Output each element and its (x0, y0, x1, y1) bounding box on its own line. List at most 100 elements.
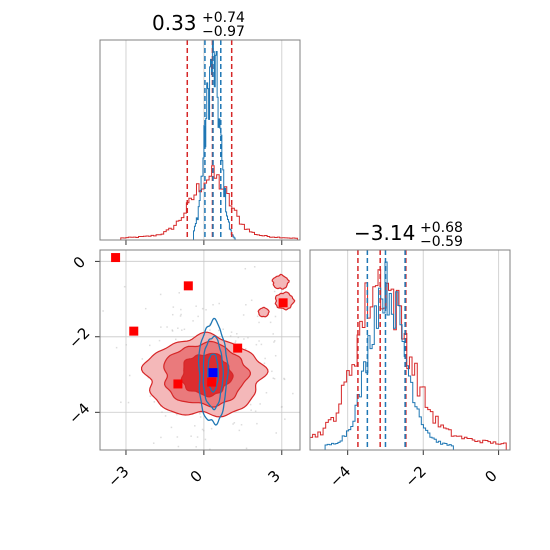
scatter-point (127, 401, 130, 404)
scatter-point (263, 362, 266, 365)
marker-red (183, 281, 193, 291)
scatter-point (249, 403, 252, 406)
scatter-point (302, 356, 304, 358)
scatter-point (273, 341, 275, 343)
scatter-point (303, 309, 305, 311)
scatter-point (177, 327, 179, 329)
scatter-point (240, 423, 243, 426)
scatter-point (180, 313, 182, 316)
scatter-point (272, 333, 274, 335)
scatter-point (102, 310, 104, 312)
scatter-point (283, 377, 285, 380)
scatter-point (141, 358, 144, 360)
scatter-point (254, 410, 257, 413)
scatter-point (256, 315, 259, 318)
scatter-point (232, 423, 234, 425)
scatter-point (212, 304, 214, 306)
scatter-point (209, 323, 211, 326)
scatter-point (244, 267, 247, 270)
scatter-point (222, 328, 224, 331)
marker-blue (208, 368, 218, 378)
scatter-point (220, 457, 222, 459)
scatter-point (190, 435, 192, 437)
scatter-point (234, 340, 237, 342)
scatter-point (176, 436, 179, 438)
scatter-point (171, 313, 174, 316)
scatter-point (275, 432, 277, 434)
marker-red (207, 377, 217, 387)
scatter-point (255, 343, 258, 346)
scatter-point (284, 418, 286, 420)
scatter-point (115, 346, 118, 349)
scatter-point (203, 429, 205, 432)
contour-blue-inner (207, 353, 219, 393)
marker-red (173, 379, 183, 389)
scatter-point (175, 338, 177, 341)
scatter-point (245, 304, 247, 306)
panel-frame (99, 39, 301, 241)
histogram-param2-blue (324, 261, 454, 450)
scatter-point (274, 354, 277, 357)
scatter-point (179, 315, 182, 317)
panel-frame (99, 249, 301, 451)
tick-label-y: −2 (65, 324, 93, 352)
scatter-point (164, 415, 167, 417)
title-param1-minus: −0.97 (202, 24, 245, 40)
tick-label-x: 0 (481, 467, 500, 486)
title-param1-plus: +0.74 (202, 10, 245, 26)
marginal-panel-param1 (99, 39, 301, 245)
scatter-point (283, 378, 286, 381)
scatter-point (234, 341, 236, 344)
scatter-point (273, 340, 276, 342)
scatter-point (205, 309, 207, 311)
scatter-point (128, 374, 131, 377)
tick-label-x: −3 (104, 462, 132, 490)
scatter-point (272, 377, 275, 379)
marginal-panel-param2: −4 −2 0 (309, 249, 511, 491)
scatter-point (210, 427, 213, 430)
scatter-point (166, 326, 168, 328)
scatter-point (196, 436, 199, 438)
scatter-point (149, 344, 151, 347)
scatter-point (260, 343, 263, 346)
scatter-point (244, 348, 247, 350)
marker-red (111, 253, 121, 263)
scatter-point (183, 328, 186, 331)
scatter-point (204, 438, 207, 441)
contour-red-islet (257, 306, 270, 318)
scatter-point (242, 314, 245, 316)
scatter-point (229, 335, 232, 337)
scatter-point (236, 333, 238, 335)
scatter-point (218, 329, 220, 332)
scatter-point (160, 326, 162, 328)
scatter-point (292, 392, 294, 395)
scatter-point (201, 307, 204, 310)
marker-red (129, 326, 139, 336)
scatter-point (273, 377, 276, 380)
scatter-point (271, 370, 273, 373)
scatter-point (306, 324, 308, 326)
joint-content (102, 253, 308, 459)
tick-label-y: −4 (65, 399, 93, 427)
title-param2-plus: +0.68 (420, 220, 463, 236)
scatter-point (125, 344, 127, 346)
scatter-point (247, 336, 249, 339)
tick-label-x: 3 (265, 467, 284, 486)
contour-blue-outer (197, 317, 229, 426)
scatter-point (274, 315, 277, 318)
scatter-point (160, 436, 162, 439)
scatter-point (273, 290, 276, 293)
scatter-point (159, 293, 162, 296)
marker-red (233, 343, 243, 353)
scatter-point (197, 315, 199, 318)
scatter-point (265, 391, 268, 394)
scatter-point (230, 331, 233, 333)
scatter-point (158, 339, 161, 342)
scatter-point (153, 401, 156, 403)
marker-red (278, 298, 288, 308)
scatter-point (281, 405, 283, 408)
scatter-point (258, 340, 260, 342)
scatter-point (250, 299, 253, 302)
scatter-point (144, 307, 147, 310)
scatter-point (192, 320, 194, 322)
